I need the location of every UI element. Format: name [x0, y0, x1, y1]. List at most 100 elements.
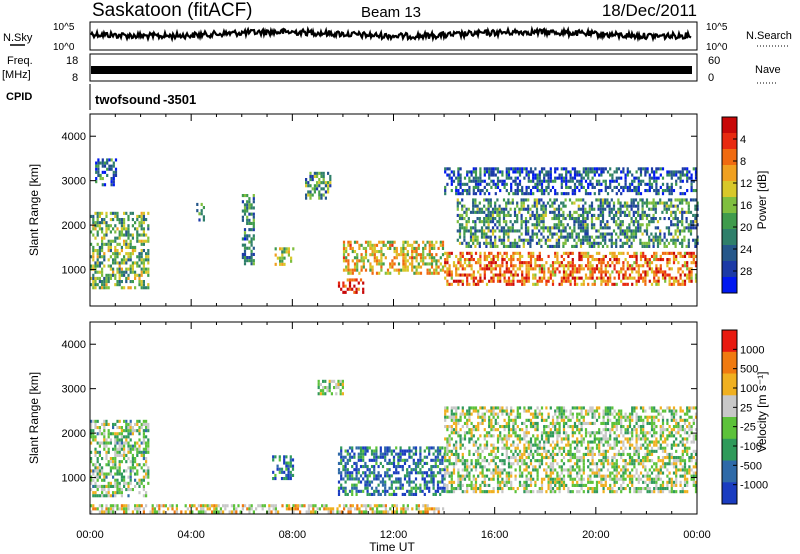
data-cell	[344, 489, 347, 493]
data-cell	[499, 474, 502, 478]
data-cell	[527, 220, 530, 224]
data-cell	[538, 490, 541, 494]
data-cell	[683, 173, 687, 177]
data-cell	[674, 213, 677, 217]
data-cell	[529, 261, 533, 265]
data-cell	[496, 406, 500, 410]
data-cell	[364, 253, 368, 257]
data-cell	[134, 422, 137, 426]
data-cell	[529, 179, 533, 183]
data-cell	[683, 238, 686, 242]
data-cell	[455, 264, 458, 268]
data-cell	[202, 218, 205, 222]
data-cell	[106, 173, 109, 177]
data-cell	[577, 232, 580, 236]
data-cell	[479, 264, 482, 268]
data-cell	[645, 241, 649, 245]
data-cell	[692, 261, 695, 265]
data-cell	[401, 486, 404, 490]
data-cell	[107, 463, 110, 467]
data-cell	[98, 475, 101, 479]
data-cell	[103, 478, 106, 482]
data-cell	[534, 449, 537, 453]
data-cell	[346, 452, 349, 456]
data-cell	[423, 492, 426, 496]
data-cell	[510, 434, 513, 438]
data-cell	[553, 226, 556, 230]
data-cell	[406, 449, 409, 453]
data-cell	[345, 256, 348, 260]
data-cell	[353, 284, 356, 288]
data-cell	[450, 437, 453, 441]
data-cell	[479, 273, 482, 277]
data-cell	[557, 207, 561, 211]
data-cell	[692, 226, 695, 230]
data-cell	[142, 438, 145, 442]
data-cell	[496, 440, 500, 444]
data-cell	[505, 223, 508, 227]
data-cell	[120, 227, 123, 231]
data-cell	[472, 170, 475, 174]
data-cell	[402, 253, 405, 257]
data-cell	[316, 171, 319, 175]
data-cell	[521, 167, 524, 171]
data-cell	[125, 426, 128, 430]
data-cell	[573, 189, 577, 193]
data-cell	[545, 406, 548, 410]
data-cell	[488, 173, 491, 177]
data-cell	[112, 484, 115, 488]
data-cell	[666, 182, 669, 186]
data-cell	[109, 460, 112, 464]
data-cell	[324, 181, 327, 185]
data-cell	[92, 233, 95, 237]
data-cell	[103, 276, 106, 280]
data-cell	[147, 447, 150, 451]
data-cell	[518, 471, 522, 475]
data-cell	[483, 418, 486, 422]
data-cell	[589, 182, 592, 186]
data-cell	[619, 210, 622, 214]
data-cell	[446, 182, 449, 186]
data-cell	[587, 170, 590, 174]
data-cell	[375, 452, 378, 456]
data-cell	[388, 449, 391, 453]
data-cell	[109, 249, 112, 253]
data-cell	[101, 177, 104, 181]
data-cell	[129, 472, 132, 476]
data-cell	[107, 249, 110, 253]
data-cell	[645, 201, 649, 205]
data-cell	[392, 458, 396, 462]
data-cell	[536, 446, 539, 450]
data-cell	[129, 460, 132, 464]
data-cell	[243, 246, 247, 250]
data-cell	[131, 249, 134, 253]
data-cell	[377, 489, 380, 493]
data-cell	[94, 466, 97, 470]
data-cell	[472, 477, 475, 481]
data-cell	[490, 409, 493, 413]
data-cell	[633, 267, 636, 271]
data-cell	[617, 198, 620, 202]
data-cell	[540, 182, 544, 186]
data-cell	[345, 250, 348, 254]
data-cell	[683, 273, 687, 277]
data-cell	[107, 472, 110, 476]
data-cell	[342, 253, 346, 257]
data-cell	[612, 204, 616, 208]
data-cell	[604, 201, 607, 205]
data-cell	[485, 282, 489, 286]
data-cell	[683, 210, 686, 214]
data-cell	[481, 179, 484, 183]
data-cell	[455, 254, 458, 258]
data-cell	[474, 440, 478, 444]
data-cell	[373, 452, 376, 456]
data-cell	[423, 486, 426, 490]
data-cell	[378, 271, 381, 275]
data-cell	[560, 223, 563, 227]
data-cell	[337, 468, 341, 472]
data-cell	[499, 251, 502, 255]
data-cell	[116, 453, 119, 457]
data-cell	[652, 198, 655, 202]
data-cell	[533, 232, 536, 236]
data-cell	[393, 250, 396, 254]
